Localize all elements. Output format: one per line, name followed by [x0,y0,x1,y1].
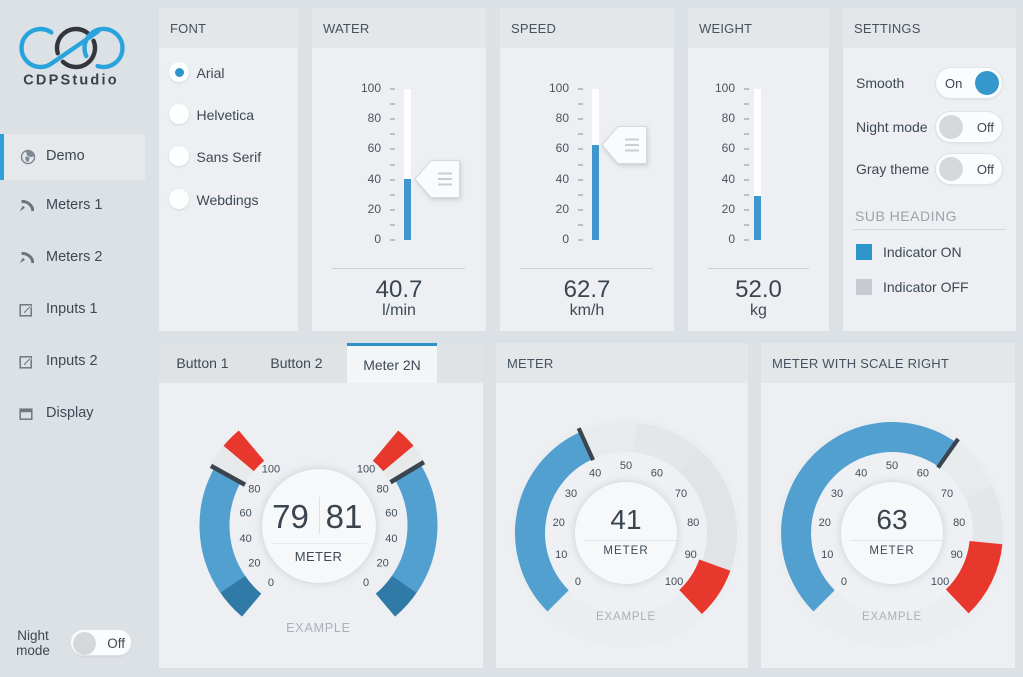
svg-text:40: 40 [239,533,251,545]
svg-text:10: 10 [821,549,833,561]
svg-text:50: 50 [886,460,898,472]
svg-text:90: 90 [951,549,963,561]
svg-text:10: 10 [555,549,567,561]
svg-text:20: 20 [553,517,565,529]
svg-text:100: 100 [665,576,683,588]
svg-text:30: 30 [831,488,843,500]
svg-text:90: 90 [685,549,697,561]
svg-text:100: 100 [931,576,949,588]
svg-text:20: 20 [819,517,831,529]
svg-text:70: 70 [675,488,687,500]
svg-text:80: 80 [248,483,260,495]
svg-text:CDPStudio: CDPStudio [23,73,119,89]
svg-text:0: 0 [575,576,581,588]
svg-text:100: 100 [262,464,280,476]
svg-text:0: 0 [841,576,847,588]
svg-text:50: 50 [620,460,632,472]
svg-text:20: 20 [376,557,388,569]
svg-text:30: 30 [565,488,577,500]
svg-text:60: 60 [385,508,397,520]
svg-text:100: 100 [357,464,375,476]
svg-text:80: 80 [687,517,699,529]
svg-text:60: 60 [651,467,663,479]
svg-text:70: 70 [941,488,953,500]
svg-text:0: 0 [363,577,369,589]
svg-text:40: 40 [589,467,601,479]
svg-text:20: 20 [248,557,260,569]
svg-text:0: 0 [268,577,274,589]
svg-text:60: 60 [917,467,929,479]
svg-text:80: 80 [376,483,388,495]
svg-text:40: 40 [855,467,867,479]
svg-text:80: 80 [953,517,965,529]
svg-text:40: 40 [385,533,397,545]
svg-text:60: 60 [239,508,251,520]
